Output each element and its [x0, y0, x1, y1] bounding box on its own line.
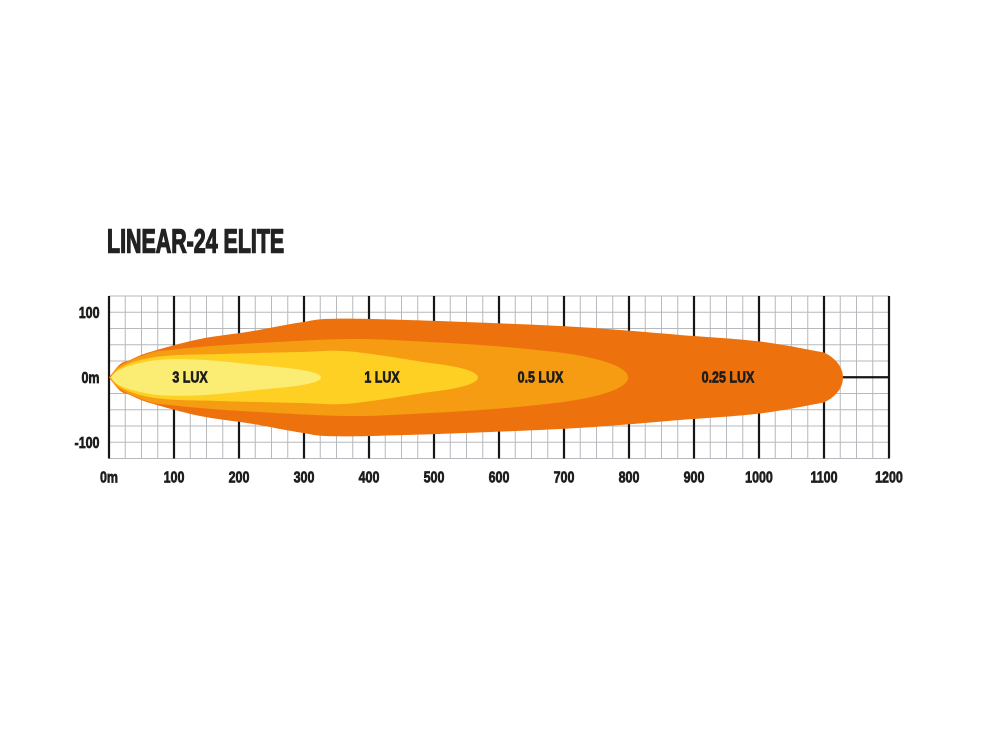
- svg-text:0m: 0m: [81, 369, 99, 387]
- svg-text:1100: 1100: [810, 469, 837, 487]
- svg-text:200: 200: [229, 469, 250, 487]
- svg-text:300: 300: [294, 469, 315, 487]
- svg-text:600: 600: [489, 469, 510, 487]
- svg-text:900: 900: [684, 469, 705, 487]
- svg-text:LINEAR-24 ELITE: LINEAR-24 ELITE: [107, 223, 284, 260]
- svg-text:800: 800: [619, 469, 640, 487]
- svg-text:0.25 LUX: 0.25 LUX: [702, 369, 755, 387]
- svg-text:1200: 1200: [875, 469, 903, 487]
- svg-text:500: 500: [424, 469, 445, 487]
- svg-text:-100: -100: [75, 434, 100, 452]
- svg-text:1 LUX: 1 LUX: [364, 369, 400, 387]
- svg-text:700: 700: [554, 469, 575, 487]
- svg-text:100: 100: [164, 469, 185, 487]
- svg-text:0m: 0m: [100, 469, 118, 487]
- svg-text:400: 400: [359, 469, 380, 487]
- svg-text:0.5 LUX: 0.5 LUX: [518, 369, 564, 387]
- svg-text:1000: 1000: [745, 469, 773, 487]
- svg-text:100: 100: [79, 304, 100, 322]
- svg-text:3 LUX: 3 LUX: [172, 369, 208, 387]
